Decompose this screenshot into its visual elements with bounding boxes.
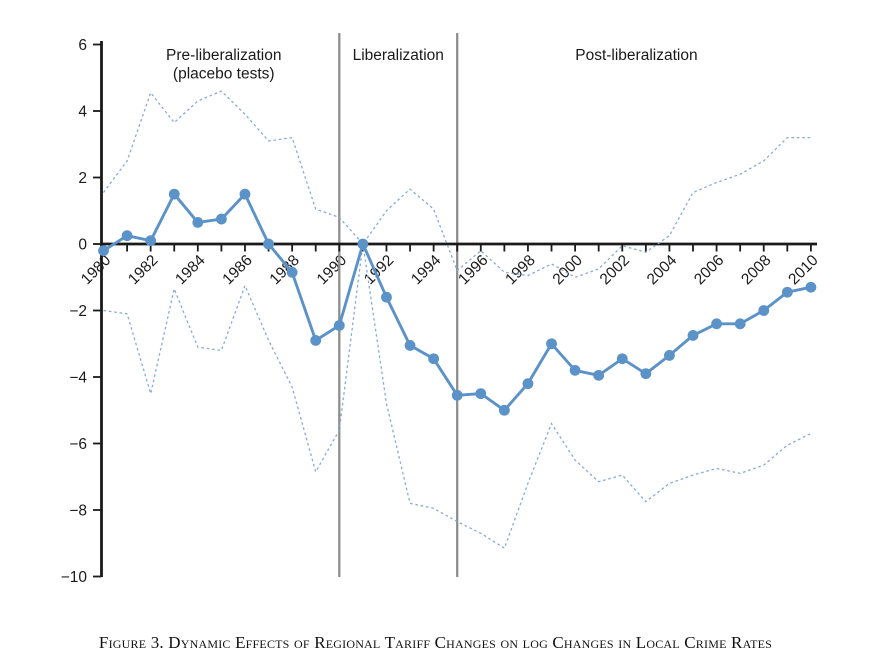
axes (100, 41, 817, 577)
point-estimate-marker (216, 213, 227, 225)
dynamic-effects-line-chart: Pre-liberalization (placebo tests) Liberal… (61, 33, 822, 586)
point-estimate-marker (616, 353, 628, 365)
y-tick-label: −10 (61, 569, 88, 586)
point-estimate-marker (239, 188, 251, 200)
x-tick-label: 1986 (219, 252, 255, 288)
y-tick-label: 4 (78, 104, 87, 121)
y-tick-label: −2 (69, 303, 87, 320)
pre-liberalization-label: Pre-liberalization (166, 47, 281, 64)
x-axis-tick-labels: 1980 1982 1984 1986 1988 1990 1992 1994 1996 1998… (78, 252, 822, 289)
x-tick-label: 1988 (267, 252, 303, 288)
y-tick-label: 2 (78, 170, 87, 187)
point-estimate-marker (404, 340, 416, 351)
lower-dashed-band-line (103, 243, 812, 550)
point-estimate-marker (569, 364, 581, 376)
point-estimate-marker (168, 188, 180, 200)
x-tick-label: 1996 (455, 252, 491, 288)
y-axis-tick-labels: 6 4 2 0 −2 −4 −6 −8 −10 (61, 37, 88, 586)
point-estimate-marker (310, 335, 322, 346)
point-estimate-marker (333, 320, 345, 331)
y-tick-label: 0 (78, 237, 87, 254)
point-estimate-marker (593, 369, 605, 381)
x-tick-label: 2000 (550, 252, 587, 289)
x-tick-label: 2010 (785, 252, 822, 289)
x-tick-label: 2006 (691, 252, 727, 288)
region-annotations: Pre-liberalization (placebo tests) Liberal… (166, 47, 698, 83)
point-estimate-marker (428, 353, 440, 365)
x-tick-label: 2002 (597, 252, 633, 288)
point-estimate-marker (121, 230, 133, 242)
point-estimate-marker (805, 281, 817, 293)
y-tick-label: −4 (69, 370, 87, 387)
x-tick-label: 1982 (125, 252, 161, 288)
figure-caption: Figure 3. Dynamic Effects of Regional Ta… (98, 633, 773, 652)
x-tick-label: 2004 (644, 252, 681, 289)
point-estimate-marker (640, 368, 652, 380)
axis-ticks (93, 43, 812, 578)
point-estimate-marker (145, 235, 157, 247)
point-estimate-markers (98, 188, 817, 416)
point-estimate-marker (286, 266, 298, 278)
x-tick-label: 1994 (408, 252, 445, 289)
pre-liberalization-label: (placebo tests) (173, 66, 275, 83)
y-tick-label: −6 (69, 436, 87, 453)
x-tick-label: 1990 (314, 252, 351, 289)
point-estimate-marker (98, 245, 109, 257)
y-tick-label: −8 (69, 503, 87, 520)
point-estimate-marker (758, 305, 770, 316)
point-estimate-marker (711, 318, 722, 330)
point-estimate-marker (687, 330, 699, 341)
y-tick-label: 6 (78, 37, 87, 54)
point-estimate-marker (498, 404, 510, 416)
point-estimate-marker (357, 238, 369, 250)
point-estimate-marker (192, 216, 204, 228)
point-estimate-marker (734, 318, 746, 330)
point-estimate-marker (263, 238, 274, 250)
post-liberalization-label: Post-liberalization (575, 47, 697, 64)
x-tick-label: 2008 (738, 252, 774, 288)
x-tick-label: 1998 (502, 252, 538, 288)
liberalization-label: Liberalization (353, 47, 444, 64)
x-tick-label: 1984 (172, 252, 209, 289)
point-estimate-marker (475, 388, 487, 400)
point-estimate-marker (381, 291, 392, 303)
point-estimate-marker (664, 349, 675, 361)
point-estimate-marker (546, 338, 557, 350)
point-estimate-marker (522, 378, 534, 390)
point-estimate-marker (451, 389, 463, 401)
point-estimate-marker (781, 286, 793, 298)
upper-dashed-band-line (102, 90, 811, 279)
x-tick-label: 1980 (78, 252, 115, 289)
